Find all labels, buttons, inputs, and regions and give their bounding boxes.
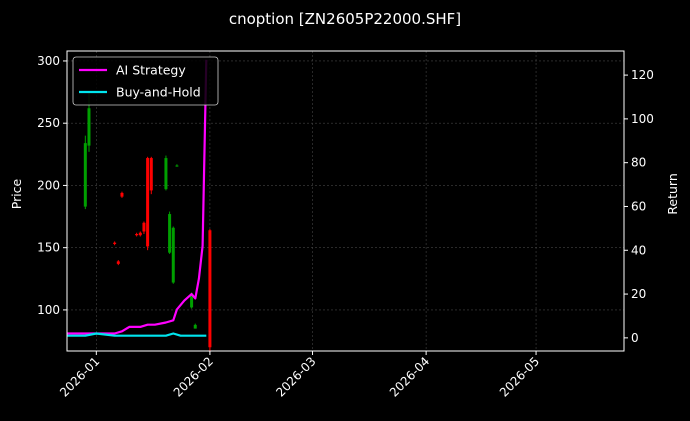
y2-tick-label: 40 — [631, 243, 646, 257]
legend-label: Buy-and-Hold — [116, 85, 201, 100]
y-tick-label: 250 — [37, 116, 60, 130]
candle-body — [87, 108, 91, 146]
candle-body — [135, 233, 139, 236]
candle-body — [164, 158, 168, 190]
candle-body — [193, 324, 197, 329]
series-lines — [67, 59, 208, 337]
y-axis-label: Price — [9, 178, 24, 209]
y2-tick-label: 60 — [631, 199, 646, 213]
candle-body — [83, 143, 87, 207]
y-tick-label: 200 — [37, 178, 60, 192]
candle-body — [120, 192, 124, 197]
plot-frame — [66, 50, 625, 352]
candle-body — [171, 227, 175, 283]
y2-tick-label: 120 — [631, 68, 654, 82]
candle-body — [116, 261, 120, 264]
candle-body — [149, 158, 153, 191]
y-tick-label: 300 — [37, 54, 60, 68]
candle-body — [208, 230, 212, 348]
candle-body — [146, 158, 150, 247]
series-line-ai-strategy — [67, 59, 208, 335]
y2-tick-label: 100 — [631, 112, 654, 126]
y2-tick-label: 20 — [631, 287, 646, 301]
candle-body — [175, 165, 179, 167]
candles — [83, 92, 212, 351]
grid — [67, 51, 624, 351]
candle-body — [168, 214, 172, 253]
legend: AI Strategy Buy-and-Hold — [72, 56, 219, 106]
legend-label: AI Strategy — [116, 63, 186, 78]
y2-tick-label: 80 — [631, 156, 646, 170]
candle-body — [138, 232, 142, 236]
y2-axis-label: Return — [665, 173, 680, 214]
y-tick-label: 100 — [37, 303, 60, 317]
legend-box — [72, 56, 219, 106]
y2-tick-label: 0 — [631, 331, 639, 345]
chart-title: cnoption [ZN2605P22000.SHF] — [229, 10, 461, 28]
y-tick-label: 150 — [37, 241, 60, 255]
series-line-buy-and-hold — [67, 332, 207, 337]
candle-body — [113, 242, 117, 244]
candle-body — [190, 293, 194, 308]
candle-body — [142, 222, 146, 232]
